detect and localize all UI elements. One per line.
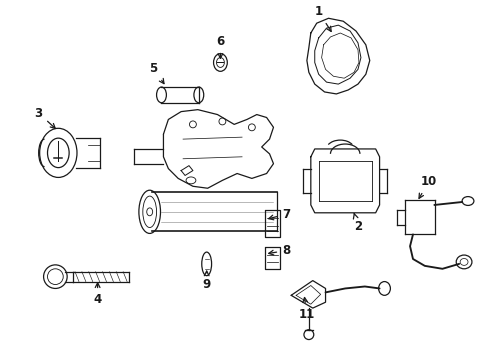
Text: 3: 3 — [35, 107, 55, 129]
Text: 9: 9 — [202, 271, 210, 292]
Text: 2: 2 — [353, 213, 361, 233]
Text: 11: 11 — [298, 297, 314, 321]
Text: 6: 6 — [216, 35, 224, 58]
Text: 8: 8 — [268, 244, 290, 257]
Text: 1: 1 — [314, 5, 330, 31]
Text: 7: 7 — [268, 208, 290, 221]
Text: 5: 5 — [149, 62, 163, 84]
Text: 4: 4 — [93, 283, 102, 306]
Text: 10: 10 — [418, 175, 436, 198]
